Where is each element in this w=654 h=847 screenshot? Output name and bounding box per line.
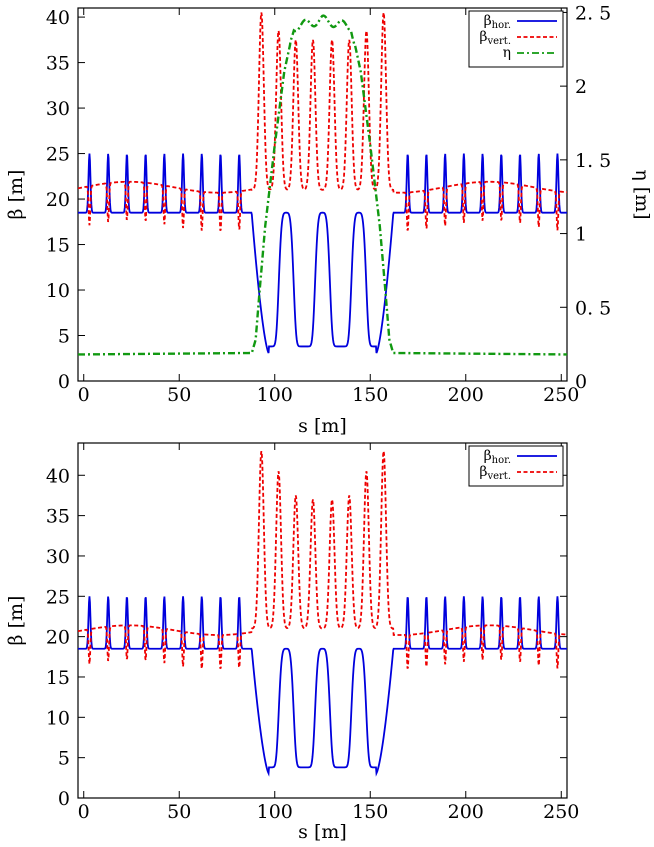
y-tick-label: 5 <box>58 326 70 348</box>
y-tick-label: 10 <box>46 280 70 302</box>
x-axis-title: s [m] <box>298 415 347 437</box>
x-tick-label: 200 <box>448 801 484 823</box>
series-line-beta-h <box>78 153 567 354</box>
y2-tick-label: 0. 5 <box>575 297 611 319</box>
y-axis-title: β [m] <box>5 170 27 220</box>
x-tick-label: 100 <box>257 384 293 406</box>
y2-tick-label: 1. 5 <box>575 150 611 172</box>
series-line-eta <box>78 14 567 356</box>
legend-entry-label: βhor. <box>484 13 511 31</box>
legend-entry-label: βhor. <box>484 448 511 466</box>
plot-frame <box>77 7 568 382</box>
series-group <box>78 450 567 777</box>
x-tick-label: 200 <box>448 384 484 406</box>
plot-frame <box>77 442 568 799</box>
y-tick-label: 0 <box>58 788 70 810</box>
x-tick-label: 250 <box>543 384 579 406</box>
y-tick-label: 25 <box>46 586 70 608</box>
series-line-beta-h <box>78 596 567 777</box>
legend-entry-label: βvert. <box>479 464 511 482</box>
y-tick-label: 40 <box>46 465 70 487</box>
legend: βhor.βvert. <box>468 445 564 487</box>
x-axis-title: s [m] <box>298 821 347 843</box>
y2-tick-label: 2. 5 <box>575 2 611 24</box>
x-tick-label: 50 <box>167 801 191 823</box>
series-line-beta-v <box>78 12 567 231</box>
y-tick-label: 35 <box>46 53 70 75</box>
y-tick-label: 15 <box>46 235 70 257</box>
y-tick-label: 30 <box>46 546 70 568</box>
y2-tick-label: 1 <box>575 224 587 246</box>
legend-box <box>468 445 564 487</box>
y-tick-label: 10 <box>46 707 70 729</box>
x-tick-label: 150 <box>352 384 388 406</box>
x-tick-label: 0 <box>78 384 90 406</box>
y-tick-label: 25 <box>46 144 70 166</box>
y-tick-label: 0 <box>58 371 70 393</box>
y2-tick-label: 0 <box>575 371 587 393</box>
y-tick-label: 20 <box>46 189 70 211</box>
y-tick-label: 20 <box>46 627 70 649</box>
series-line-beta-v <box>78 450 567 670</box>
y-tick-label: 40 <box>46 7 70 29</box>
y2-tick-label: 2 <box>575 76 587 98</box>
y-tick-label: 5 <box>58 748 70 770</box>
y2-axis-title: η [m] <box>631 169 653 219</box>
y-tick-label: 35 <box>46 506 70 528</box>
y-axis-title: β [m] <box>5 596 27 646</box>
y-tick-label: 30 <box>46 98 70 120</box>
x-tick-label: 250 <box>543 801 579 823</box>
x-tick-label: 0 <box>78 801 90 823</box>
legend: βhor.βvert.η <box>468 10 564 68</box>
legend-entry-label: βvert. <box>479 29 511 47</box>
x-tick-label: 150 <box>352 801 388 823</box>
legend-entry-label: η <box>503 45 511 61</box>
series-group <box>78 12 567 356</box>
x-tick-label: 100 <box>257 801 293 823</box>
x-tick-label: 50 <box>167 384 191 406</box>
y-tick-label: 15 <box>46 667 70 689</box>
chart-panel-2: 0 50 100 150 200 250 0 5 10 15 20 25 30 35 40 s [m] β [m… <box>5 442 579 843</box>
